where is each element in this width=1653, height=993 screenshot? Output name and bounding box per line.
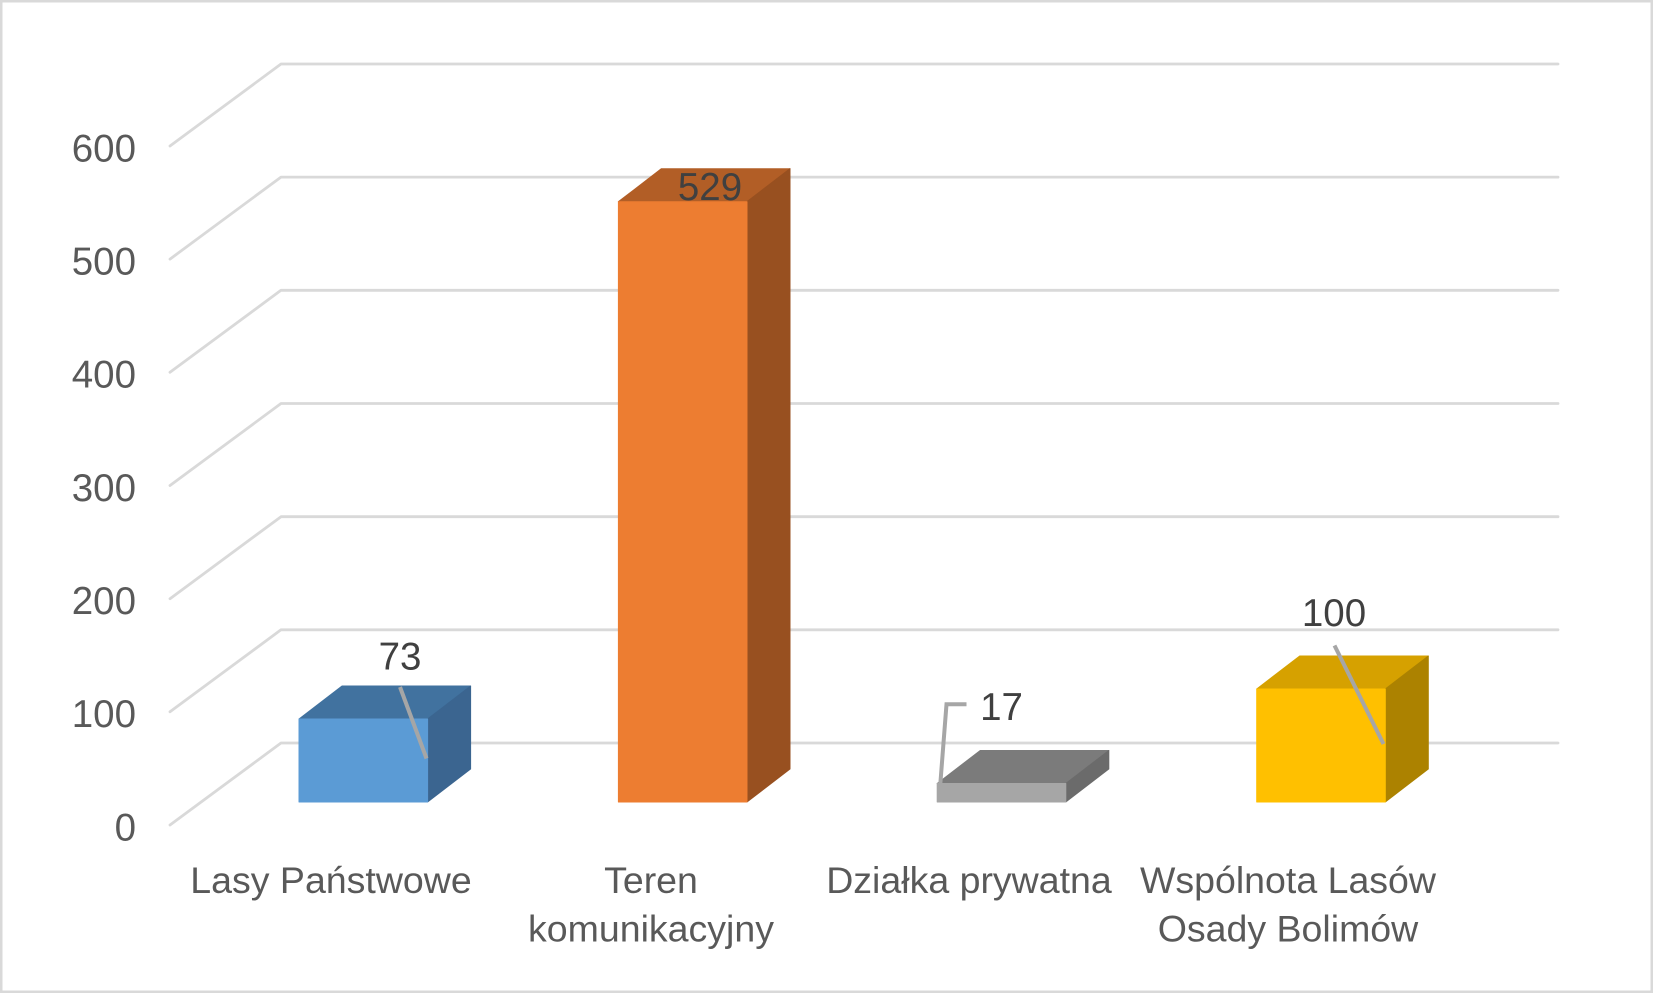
svg-text:Osady Bolimów: Osady Bolimów bbox=[1158, 908, 1419, 950]
svg-text:0: 0 bbox=[115, 806, 136, 849]
svg-text:529: 529 bbox=[678, 166, 742, 209]
svg-text:400: 400 bbox=[72, 354, 136, 397]
svg-text:17: 17 bbox=[980, 686, 1023, 729]
svg-text:komunikacyjny: komunikacyjny bbox=[528, 908, 774, 950]
svg-text:200: 200 bbox=[72, 580, 136, 623]
svg-text:500: 500 bbox=[72, 241, 136, 284]
svg-text:73: 73 bbox=[379, 636, 422, 679]
svg-text:600: 600 bbox=[72, 127, 136, 170]
svg-text:100: 100 bbox=[72, 693, 136, 736]
svg-text:Lasy Państwowe: Lasy Państwowe bbox=[190, 859, 471, 901]
svg-text:100: 100 bbox=[1302, 592, 1366, 635]
svg-text:Teren: Teren bbox=[604, 859, 698, 901]
svg-text:300: 300 bbox=[72, 467, 136, 510]
svg-text:Działka prywatna: Działka prywatna bbox=[826, 859, 1112, 901]
svg-text:Wspólnota Lasów: Wspólnota Lasów bbox=[1140, 859, 1437, 901]
